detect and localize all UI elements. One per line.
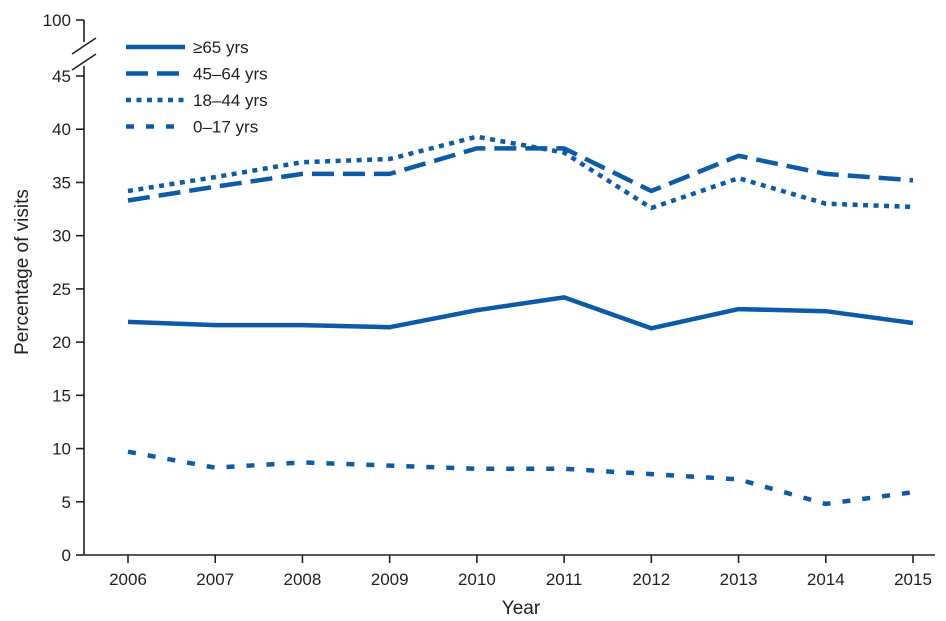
x-tick-label: 2006 xyxy=(109,570,147,589)
axis-break-mark xyxy=(71,37,97,55)
x-tick-label: 2009 xyxy=(371,570,409,589)
x-tick-label: 2013 xyxy=(720,570,758,589)
axes xyxy=(71,20,935,556)
x-tick-label: 2014 xyxy=(807,570,845,589)
y-tick-label: 25 xyxy=(52,280,71,299)
series-line-0 xyxy=(127,295,914,331)
y-tick-label: 10 xyxy=(52,440,71,459)
series-line-1 xyxy=(127,146,914,203)
legend-label-3: 0–17 yrs xyxy=(193,118,258,137)
series-group xyxy=(127,134,914,507)
x-tick-label: 2015 xyxy=(894,570,932,589)
x-tick-label: 2011 xyxy=(546,570,583,589)
y-tick-label: 20 xyxy=(52,333,71,352)
series-line-2 xyxy=(127,134,914,211)
y-tick-label: 35 xyxy=(52,173,71,192)
y-axis-title: Percentage of visits xyxy=(12,189,33,355)
y-tick-label: 45 xyxy=(52,67,71,86)
x-tick-label: 2010 xyxy=(458,570,496,589)
axis-break-mark xyxy=(71,53,97,71)
y-tick-label: 30 xyxy=(52,227,71,246)
x-axis-title: Year xyxy=(502,598,541,619)
x-tick-label: 2007 xyxy=(196,570,234,589)
ticks: 0 5 10 15 20 25 30 35 40 45 100 2006 2007 2008 2009 201… xyxy=(43,11,932,589)
x-tick-label: 2012 xyxy=(632,570,670,589)
legend-label-2: 18–44 yrs xyxy=(193,91,268,110)
y-tick-label: 0 xyxy=(62,546,71,565)
x-tick-label: 2008 xyxy=(284,570,322,589)
legend-label-0: ≥65 yrs xyxy=(193,38,249,57)
legend-label-1: 45–64 yrs xyxy=(193,65,268,84)
y-tick-label: 40 xyxy=(52,120,71,139)
y-tick-label: 15 xyxy=(52,386,71,405)
y-tick-label: 5 xyxy=(62,493,71,512)
series-line-3 xyxy=(127,449,914,507)
y-tick-label-break: 100 xyxy=(43,11,71,30)
legend: ≥65 yrs 45–64 yrs 18–44 yrs 0–17 yrs xyxy=(126,38,268,137)
